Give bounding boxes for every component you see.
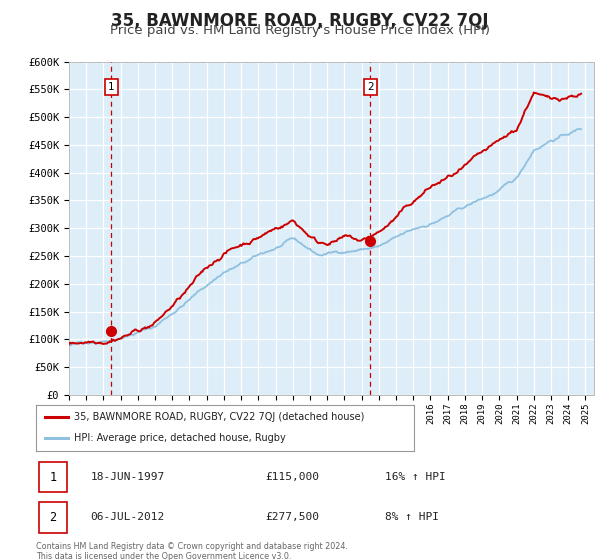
FancyBboxPatch shape [39,462,67,492]
Text: 1: 1 [108,82,115,92]
Text: 1: 1 [49,470,56,484]
Text: 8% ↑ HPI: 8% ↑ HPI [385,512,439,522]
Text: HPI: Average price, detached house, Rugby: HPI: Average price, detached house, Rugb… [74,433,286,444]
Text: 2: 2 [49,511,56,524]
Text: Contains HM Land Registry data © Crown copyright and database right 2024.
This d: Contains HM Land Registry data © Crown c… [36,542,348,560]
Text: 16% ↑ HPI: 16% ↑ HPI [385,472,446,482]
FancyBboxPatch shape [39,502,67,533]
Text: 35, BAWNMORE ROAD, RUGBY, CV22 7QJ (detached house): 35, BAWNMORE ROAD, RUGBY, CV22 7QJ (deta… [74,412,364,422]
Text: 35, BAWNMORE ROAD, RUGBY, CV22 7QJ: 35, BAWNMORE ROAD, RUGBY, CV22 7QJ [111,12,489,30]
Text: 18-JUN-1997: 18-JUN-1997 [91,472,165,482]
Text: 2: 2 [367,82,374,92]
Text: £115,000: £115,000 [265,472,319,482]
Text: Price paid vs. HM Land Registry's House Price Index (HPI): Price paid vs. HM Land Registry's House … [110,24,490,36]
Text: 06-JUL-2012: 06-JUL-2012 [91,512,165,522]
Text: £277,500: £277,500 [265,512,319,522]
